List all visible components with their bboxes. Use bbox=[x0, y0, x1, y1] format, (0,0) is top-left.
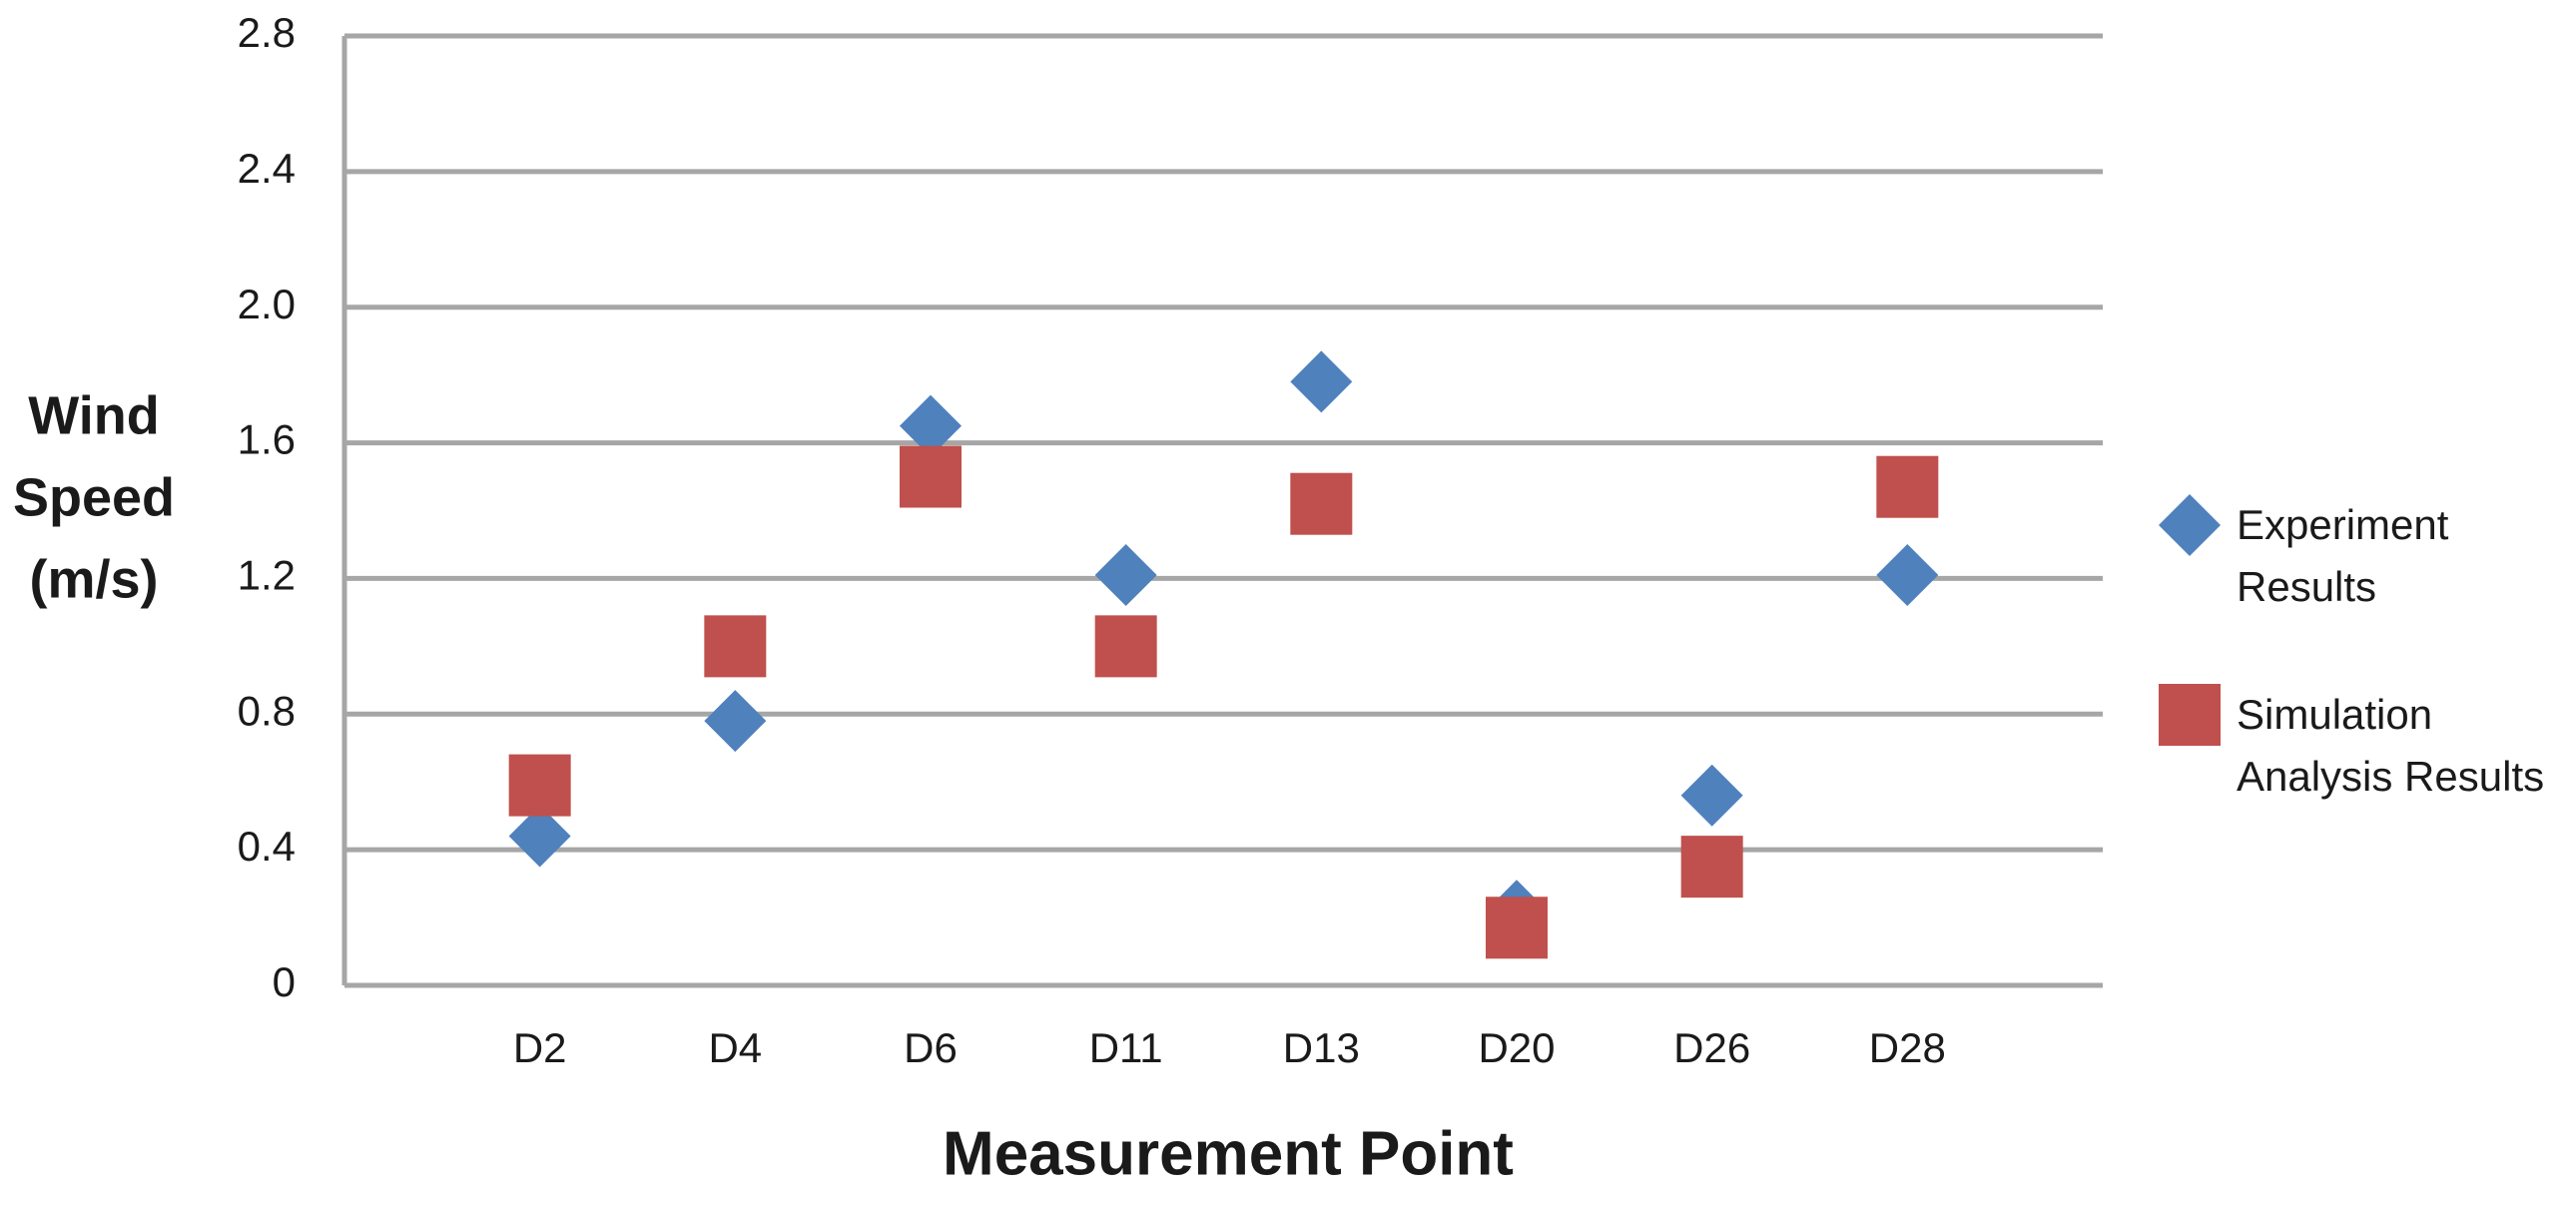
y-tick-label: 2.8 bbox=[238, 9, 296, 56]
diamond-marker bbox=[508, 805, 571, 868]
x-tick-label: D2 bbox=[513, 1024, 567, 1071]
square-marker bbox=[2159, 684, 2221, 746]
square-marker bbox=[900, 445, 962, 508]
y-axis-title: Speed bbox=[13, 467, 175, 527]
diamond-marker bbox=[1876, 544, 1939, 607]
x-tick-label: D20 bbox=[1478, 1024, 1555, 1071]
diamond-marker bbox=[1094, 544, 1157, 607]
y-axis-title: Wind bbox=[28, 385, 159, 445]
y-tick-label: 1.6 bbox=[238, 416, 296, 463]
x-tick-label: D26 bbox=[1673, 1024, 1750, 1071]
x-axis-title: Measurement Point bbox=[943, 1119, 1514, 1188]
y-tick-label: 1.2 bbox=[238, 552, 296, 599]
x-tick-label: D28 bbox=[1869, 1024, 1946, 1071]
diamond-marker bbox=[1680, 764, 1743, 827]
square-marker bbox=[1094, 615, 1157, 678]
y-tick-label: 0.4 bbox=[238, 823, 296, 870]
square-marker bbox=[1680, 836, 1743, 899]
legend-label: Experiment Results bbox=[2237, 501, 2449, 610]
diamond-marker bbox=[2159, 494, 2221, 556]
diamond-marker bbox=[1290, 350, 1353, 413]
square-marker bbox=[508, 754, 571, 817]
legend-label: Simulation Analysis Results bbox=[2237, 691, 2545, 800]
diamond-marker bbox=[704, 690, 767, 753]
x-tick-label: D11 bbox=[1089, 1024, 1163, 1071]
x-tick-label: D6 bbox=[904, 1024, 958, 1071]
y-tick-label: 0 bbox=[273, 958, 296, 1005]
x-tick-label: D4 bbox=[708, 1024, 762, 1071]
square-marker bbox=[1876, 455, 1939, 518]
y-tick-label: 2.0 bbox=[238, 281, 296, 327]
y-axis-title: (m/s) bbox=[29, 549, 158, 609]
y-tick-label: 0.8 bbox=[238, 687, 296, 734]
y-tick-label: 2.4 bbox=[238, 145, 296, 192]
square-marker bbox=[1486, 897, 1548, 959]
square-marker bbox=[1290, 472, 1353, 535]
diamond-marker bbox=[900, 394, 962, 457]
x-tick-label: D13 bbox=[1283, 1024, 1360, 1071]
square-marker bbox=[704, 615, 767, 678]
